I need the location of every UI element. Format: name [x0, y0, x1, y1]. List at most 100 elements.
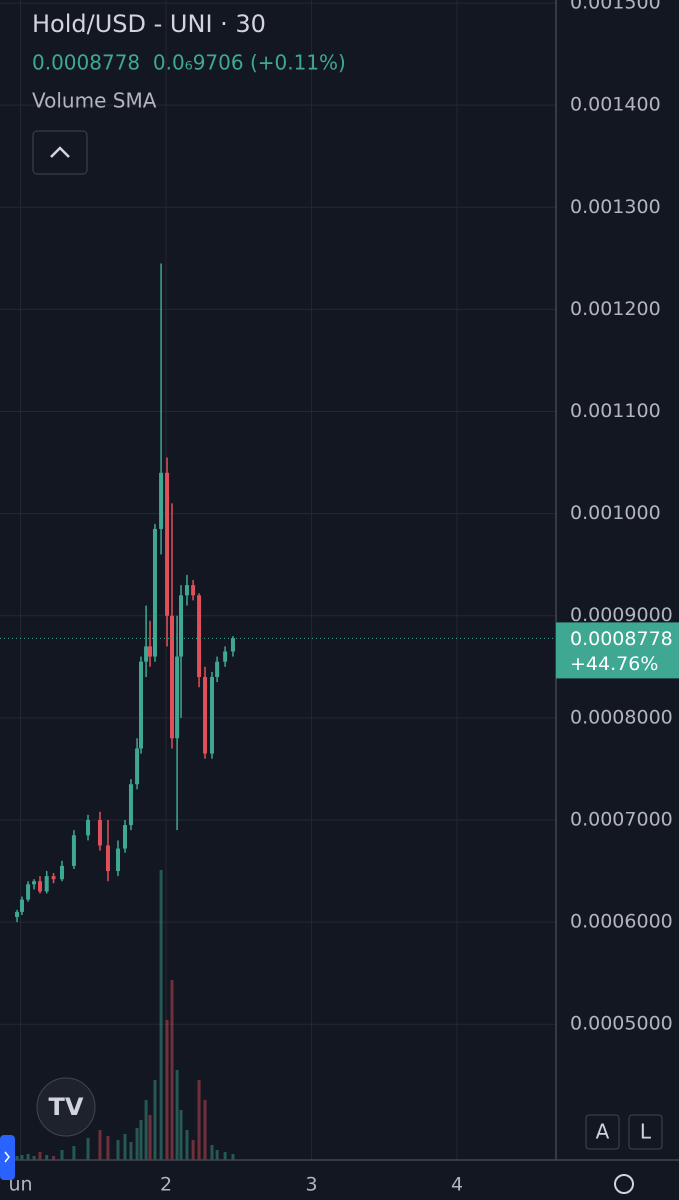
volume-bar [159, 870, 163, 1160]
volume-bar [179, 1110, 183, 1160]
volume-bar [72, 1146, 76, 1160]
candle-body [169, 615, 174, 739]
y-tick-label: 0.001100 [570, 400, 661, 422]
chart-subtitle: 0.0008778 0.0₆9706 (+0.11%) [32, 51, 346, 75]
volume-bar [185, 1130, 189, 1160]
volume-bar [144, 1100, 148, 1160]
candle-body [215, 661, 220, 678]
candle-body [128, 784, 133, 826]
side-tab[interactable] [0, 1135, 15, 1180]
x-tick-label: 2 [160, 1174, 172, 1196]
candle-body [191, 585, 196, 596]
y-tick-label: 0.001400 [570, 94, 661, 116]
candle-body [152, 528, 157, 657]
volume-bar [210, 1145, 214, 1160]
collapse-button[interactable] [32, 130, 88, 175]
volume-bar [60, 1150, 64, 1160]
volume-bar [165, 1020, 169, 1160]
candle-body [122, 825, 127, 849]
y-tick-label: 0.001300 [570, 196, 661, 218]
volume-bar [52, 1156, 56, 1160]
candle-body [210, 677, 215, 754]
candle-body [184, 585, 189, 596]
last-price-label: 0.0008778 [570, 628, 673, 650]
candle-body [97, 819, 102, 846]
indicator-label: Volume SMA [32, 89, 157, 113]
volume-bar [20, 1155, 24, 1160]
last-change-label: +44.76% [570, 653, 658, 675]
scale-button-label: L [640, 1120, 652, 1144]
y-tick-label: 0.0005000 [570, 1013, 673, 1035]
candle-body [44, 876, 49, 892]
volume-bar [175, 1070, 179, 1160]
volume-bar [215, 1150, 219, 1160]
volume-bar [139, 1120, 143, 1160]
volume-bar [170, 980, 174, 1160]
chart-title: Hold/USD - UNI · 30 [32, 10, 266, 38]
logo-mark: TV [49, 1093, 84, 1121]
candle-body [26, 884, 31, 900]
volume-bar [32, 1156, 36, 1160]
volume-bar [203, 1100, 207, 1160]
scale-button[interactable] [628, 1114, 663, 1150]
volume-bar [129, 1142, 133, 1160]
candle-body [38, 881, 43, 892]
scale-button[interactable] [585, 1114, 620, 1150]
last-price-box [556, 622, 679, 679]
candle-body [179, 595, 184, 657]
candle-body [223, 651, 228, 662]
volume-bar [15, 1156, 19, 1160]
candle-body [203, 677, 208, 754]
candle-body [19, 899, 24, 912]
volume-bar [148, 1115, 152, 1160]
y-tick-label: 0.0006000 [570, 911, 673, 933]
volume-bar [45, 1155, 49, 1160]
candle-body [139, 661, 144, 749]
axes: 0.0005000 0.0006000 0.0007000 0.0008000 0.00… [8, 0, 679, 1196]
candle-body [165, 472, 170, 616]
grid [0, 0, 556, 1160]
y-tick-label: 0.001200 [570, 298, 661, 320]
candle-body [15, 911, 20, 917]
volume-bar [116, 1140, 120, 1160]
y-tick-label: 0.0008000 [570, 706, 673, 728]
candle-body [135, 748, 140, 785]
candle-body [144, 646, 149, 662]
candle-body [32, 881, 37, 885]
candle-body [230, 638, 235, 652]
candle-body [105, 845, 110, 872]
side-tab-icon [4, 1151, 10, 1163]
volume-bar [106, 1136, 110, 1160]
volume-bar [135, 1128, 139, 1160]
y-tick-label: 0.0007000 [570, 808, 673, 830]
volume-bar [153, 1080, 157, 1160]
candle-body [159, 472, 164, 529]
candle-body [175, 656, 180, 739]
x-tick-label: 3 [305, 1174, 317, 1196]
candle-body [59, 865, 64, 880]
logo[interactable] [36, 1077, 96, 1137]
volume-bar [98, 1130, 102, 1160]
scale-button-label: A [596, 1120, 610, 1144]
collapse-icon [50, 146, 70, 158]
candles [0, 263, 556, 923]
candle-body [51, 876, 56, 880]
volume-bar [123, 1134, 127, 1160]
candle-body [148, 646, 153, 657]
volume-bar [26, 1154, 30, 1160]
volume-bar [38, 1152, 42, 1160]
y-tick-label: 0.001000 [570, 502, 661, 524]
settings-icon[interactable] [614, 1174, 634, 1194]
volume-bar [191, 1140, 195, 1160]
volume-bar [223, 1152, 227, 1160]
volume-bar [231, 1154, 235, 1160]
volume-pane [15, 870, 235, 1160]
y-tick-label: 0.001500 [570, 0, 661, 14]
volume-bar [197, 1080, 201, 1160]
x-tick-label: un [8, 1174, 32, 1196]
y-tick-label: 0.0009000 [570, 604, 673, 626]
volume-bar [86, 1138, 90, 1160]
